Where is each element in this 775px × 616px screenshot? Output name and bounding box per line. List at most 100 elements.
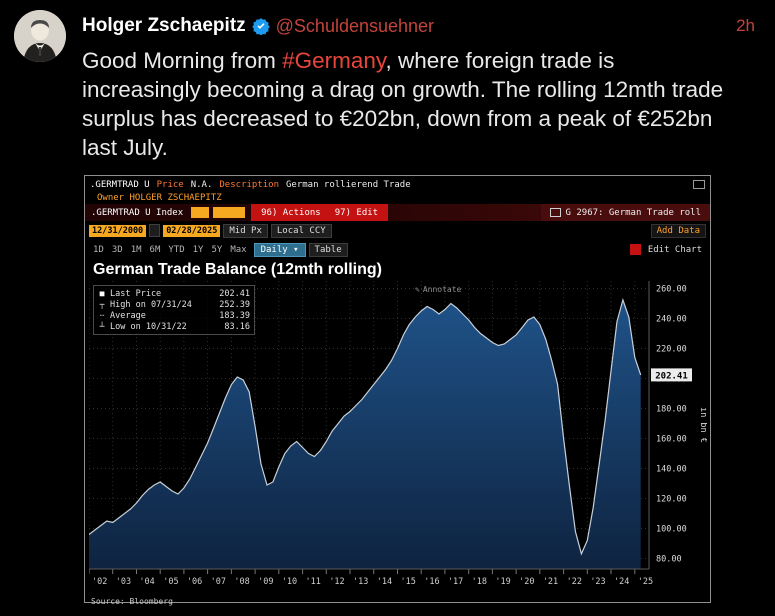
tweet-line: increasingly becoming a drag on growth. … [82, 77, 724, 102]
edit-menu-button[interactable]: 97) Edit [334, 207, 379, 218]
amber-input-field[interactable] [191, 207, 210, 218]
svg-text:220.00: 220.00 [656, 345, 687, 355]
description-field-label: Description [219, 179, 279, 190]
range-button-3d[interactable]: 3D [111, 244, 123, 255]
tweet-line: Good Morning from #Germany, where foreig… [82, 46, 762, 75]
verified-badge-icon [251, 18, 270, 35]
svg-text:160.00: 160.00 [656, 435, 687, 445]
table-button[interactable]: Table [308, 242, 348, 257]
svg-text:'20: '20 [519, 577, 534, 587]
svg-text:'03: '03 [116, 577, 131, 587]
avatar[interactable] [14, 10, 66, 62]
legend-value: 183.39 [219, 310, 250, 321]
svg-text:'18: '18 [472, 577, 487, 587]
price-type-select[interactable]: Mid Px [223, 223, 268, 238]
svg-text:120.00: 120.00 [656, 495, 687, 505]
svg-text:'06: '06 [187, 577, 202, 587]
legend-label: Last Price [110, 288, 162, 299]
tweet-text-segment: , where foreign trade is [385, 48, 615, 73]
author-name[interactable]: Holger Zschaepitz [82, 15, 246, 36]
range-button-1d[interactable]: 1D [93, 244, 104, 255]
average-marker-icon [98, 311, 106, 320]
legend-row: Low on 10/31/22 83.16 [98, 321, 250, 332]
pencil-icon [415, 285, 420, 294]
tweet-timestamp[interactable]: 2h [736, 16, 755, 35]
legend-row: High on 07/31/24 252.39 [98, 299, 250, 310]
svg-text:240.00: 240.00 [656, 315, 687, 325]
svg-text:80.00: 80.00 [656, 555, 682, 565]
svg-text:202.41: 202.41 [655, 371, 688, 381]
tweet-text-segment: Good Morning from [82, 48, 283, 73]
author-handle[interactable]: @Schuldensuehner [275, 15, 435, 36]
svg-text:'05: '05 [163, 577, 178, 587]
svg-text:'02: '02 [92, 577, 107, 587]
annotate-label: Annotate [422, 285, 462, 294]
bloomberg-chart-image[interactable]: .GERMTRAD U Price N.A. Description Germa… [84, 175, 711, 606]
svg-text:180.00: 180.00 [656, 405, 687, 415]
legend-label: Average [110, 310, 146, 321]
svg-text:'25: '25 [638, 577, 653, 587]
svg-text:'14: '14 [377, 577, 392, 587]
svg-text:'10: '10 [282, 577, 297, 587]
page-tag-label: G 2967: German Trade roll [565, 207, 701, 218]
svg-text:'17: '17 [448, 577, 463, 587]
legend-value: 202.41 [219, 288, 250, 299]
amber-input-field[interactable] [213, 207, 246, 218]
range-button-max[interactable]: Max [230, 244, 247, 255]
chart-toolbar: 12/31/2000 02/28/2025 Mid Px Local CCY A… [85, 221, 710, 240]
svg-text:'15: '15 [401, 577, 416, 587]
chart-area: German Trade Balance (12mth rolling) Las… [85, 259, 710, 608]
range-button-5y[interactable]: 5Y [211, 244, 223, 255]
end-date-field[interactable]: 02/28/2025 [163, 224, 221, 237]
owner-row: Owner HOLGER ZSCHAEPITZ [85, 192, 710, 204]
range-button-1m[interactable]: 1M [130, 244, 142, 255]
legend-value: 83.16 [224, 321, 250, 332]
svg-text:'13: '13 [353, 577, 368, 587]
svg-text:'24: '24 [614, 577, 629, 587]
legend-row: Last Price 202.41 [98, 288, 250, 299]
currency-select[interactable]: Local CCY [270, 223, 332, 238]
svg-text:'07: '07 [211, 577, 226, 587]
price-field-value: N.A. [190, 179, 213, 190]
range-button-1y[interactable]: 1Y [192, 244, 204, 255]
last-price-marker-icon [98, 289, 106, 298]
range-buttons: 1D 3D 1M 6M YTD 1Y 5Y Max [89, 245, 251, 255]
description-field-value: German rollierend Trade [286, 179, 411, 190]
svg-text:'23: '23 [590, 577, 605, 587]
annotate-button[interactable]: Annotate [415, 285, 462, 294]
security-bar: .GERMTRAD U Index 96) Actions 97) Edit G… [85, 204, 710, 221]
price-field-label: Price [156, 179, 184, 190]
owner-label: Owner HOLGER ZSCHAEPITZ [97, 193, 222, 203]
svg-text:260.00: 260.00 [656, 285, 687, 295]
legend-value: 252.39 [219, 299, 250, 310]
edit-chart-button[interactable]: Edit Chart [647, 244, 702, 255]
svg-text:100.00: 100.00 [656, 525, 687, 535]
range-button-6m[interactable]: 6M [149, 244, 161, 255]
high-marker-icon [98, 300, 106, 309]
range-button-ytd[interactable]: YTD [168, 244, 185, 255]
tweet-line: last July. [82, 135, 168, 160]
chart-title: German Trade Balance (12mth rolling) [93, 261, 382, 278]
trade-balance-area-chart: 80.00100.00120.00140.00160.00180.00200.0… [89, 281, 707, 587]
tweet-line: surplus has decreased to €202bn, down fr… [82, 106, 713, 131]
terminal-title-row: .GERMTRAD U Price N.A. Description Germa… [85, 176, 710, 192]
low-marker-icon [98, 322, 106, 331]
svg-text:'16: '16 [424, 577, 439, 587]
svg-text:'04: '04 [139, 577, 154, 587]
start-date-field[interactable]: 12/31/2000 [89, 224, 147, 237]
date-separator [149, 224, 161, 237]
svg-text:'21: '21 [543, 577, 558, 587]
ticker-label: .GERMTRAD U [90, 179, 150, 190]
range-bar: 1D 3D 1M 6M YTD 1Y 5Y Max Daily ▾ Table Edit Ch… [85, 240, 710, 259]
legend-label: High on 07/31/24 [110, 299, 192, 310]
svg-text:140.00: 140.00 [656, 465, 687, 475]
hashtag-germany-link[interactable]: #Germany [282, 48, 386, 73]
svg-text:'19: '19 [495, 577, 510, 587]
actions-menu-button[interactable]: 96) Actions [261, 207, 321, 218]
legend-label: Low on 10/31/22 [110, 321, 187, 332]
chart-legend: Last Price 202.41 High on 07/31/24 252.3… [93, 285, 255, 335]
red-menu-bar: 96) Actions 97) Edit [251, 204, 389, 221]
edit-chart-icon[interactable] [629, 244, 641, 255]
add-data-button[interactable]: Add Data [650, 223, 706, 238]
frequency-select[interactable]: Daily ▾ [253, 242, 306, 257]
